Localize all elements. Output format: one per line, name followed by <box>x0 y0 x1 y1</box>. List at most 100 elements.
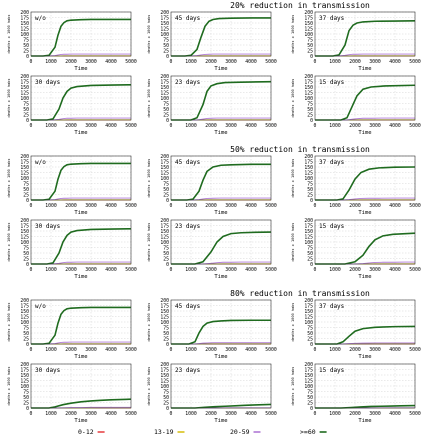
y-tick-label: 25 <box>163 337 169 343</box>
x-tick-label: 0 <box>30 267 33 273</box>
series-line <box>315 325 416 345</box>
plot-frame <box>170 219 272 265</box>
y-tick-label: 50 <box>307 43 313 49</box>
legend: 0-12 13-19 20-59 >=60 <box>78 428 327 436</box>
x-tick-label: 1000 <box>45 267 57 273</box>
y-tick-label: 75 <box>163 390 169 396</box>
y-tick-label: 175 <box>304 16 313 22</box>
series-line <box>31 228 132 265</box>
plot-area <box>171 300 271 344</box>
x-tick-label: 0 <box>30 347 33 353</box>
series-line <box>171 231 272 265</box>
x-tick-label: 4000 <box>105 411 117 417</box>
y-tick-label: 25 <box>307 113 313 119</box>
y-tick-label: 0 <box>166 406 169 412</box>
y-tick-label: 75 <box>163 38 169 44</box>
y-tick-label: 50 <box>307 251 313 257</box>
y-tick-label: 100 <box>160 320 169 326</box>
y-tick-label: 125 <box>304 315 313 321</box>
y-tick-label: 125 <box>304 91 313 97</box>
y-tick-label: 75 <box>307 38 313 44</box>
panel-label: 30 days <box>35 367 61 374</box>
panel-label: 23 days <box>175 79 201 86</box>
y-tick-label: 125 <box>20 315 29 321</box>
plot-frame <box>30 299 132 345</box>
x-axis-label: Time <box>214 210 227 216</box>
y-tick-label: 50 <box>307 331 313 337</box>
y-axis-label: deaths x 1000 habs <box>291 159 295 198</box>
x-tick-label: 3000 <box>85 123 97 129</box>
x-tick-label: 5000 <box>409 203 421 209</box>
y-tick-label: 100 <box>20 176 29 182</box>
series-line <box>31 306 131 345</box>
x-tick-label: 5000 <box>125 411 137 417</box>
panel-label: 23 days <box>175 223 201 230</box>
x-tick-label: 3000 <box>369 411 381 417</box>
y-tick-label: 175 <box>160 224 169 230</box>
legend-item: >=60 <box>300 428 327 436</box>
y-tick-label: 175 <box>20 224 29 230</box>
x-tick-label: 4000 <box>105 59 117 65</box>
y-tick-label: 150 <box>20 373 29 379</box>
x-tick-label: 5000 <box>409 267 421 273</box>
x-tick-label: 1000 <box>329 411 341 417</box>
y-tick-label: 200 <box>160 218 169 224</box>
x-tick-label: 2000 <box>349 59 361 65</box>
y-tick-label: 0 <box>26 262 29 268</box>
x-tick-label: 4000 <box>389 411 401 417</box>
plot-frame <box>314 363 416 409</box>
x-tick-label: 1000 <box>185 347 197 353</box>
y-axis-label: deaths x 1000 habs <box>147 15 151 54</box>
panel-label: 45 days <box>175 15 201 22</box>
x-tick-label: 3000 <box>225 123 237 129</box>
x-tick-label: 0 <box>170 411 173 417</box>
y-tick-label: 125 <box>304 171 313 177</box>
plot-area <box>31 76 131 120</box>
y-tick-label: 50 <box>23 251 29 257</box>
x-tick-label: 2000 <box>349 203 361 209</box>
y-tick-label: 75 <box>307 102 313 108</box>
x-tick-label: 5000 <box>409 411 421 417</box>
y-tick-label: 175 <box>160 80 169 86</box>
y-tick-label: 75 <box>163 102 169 108</box>
x-tick-label: 3000 <box>225 347 237 353</box>
x-tick-label: 1000 <box>185 59 197 65</box>
y-tick-label: 100 <box>20 240 29 246</box>
x-tick-label: 1000 <box>45 411 57 417</box>
y-tick-label: 125 <box>20 91 29 97</box>
x-axis-label: Time <box>214 274 227 280</box>
y-tick-label: 75 <box>23 326 29 332</box>
x-axis-label: Time <box>74 66 87 72</box>
series-line <box>315 20 416 57</box>
plot-frame <box>170 11 272 57</box>
y-tick-label: 150 <box>20 21 29 27</box>
y-tick-label: 100 <box>304 176 313 182</box>
x-tick-label: 3000 <box>369 59 381 65</box>
x-tick-label: 4000 <box>105 267 117 273</box>
panel-label: w/o <box>35 15 46 22</box>
series-line <box>171 17 271 57</box>
y-tick-label: 125 <box>20 171 29 177</box>
x-tick-label: 5000 <box>125 203 137 209</box>
x-tick-label: 3000 <box>369 347 381 353</box>
plot-area <box>171 12 271 56</box>
y-tick-label: 0 <box>310 118 313 124</box>
y-tick-label: 175 <box>20 80 29 86</box>
y-axis-label: deaths x 1000 habs <box>7 79 11 118</box>
y-tick-label: 100 <box>160 32 169 38</box>
y-tick-label: 0 <box>310 198 313 204</box>
x-tick-label: 3000 <box>369 203 381 209</box>
x-axis-label: Time <box>214 130 227 136</box>
series-line <box>31 18 131 57</box>
plot-area <box>315 300 415 344</box>
y-axis-label: deaths x 1000 habs <box>7 367 11 406</box>
y-tick-label: 25 <box>23 401 29 407</box>
panel-label: 45 days <box>175 159 201 166</box>
x-tick-label: 2000 <box>205 267 217 273</box>
series-line <box>315 84 416 121</box>
y-tick-label: 75 <box>23 102 29 108</box>
